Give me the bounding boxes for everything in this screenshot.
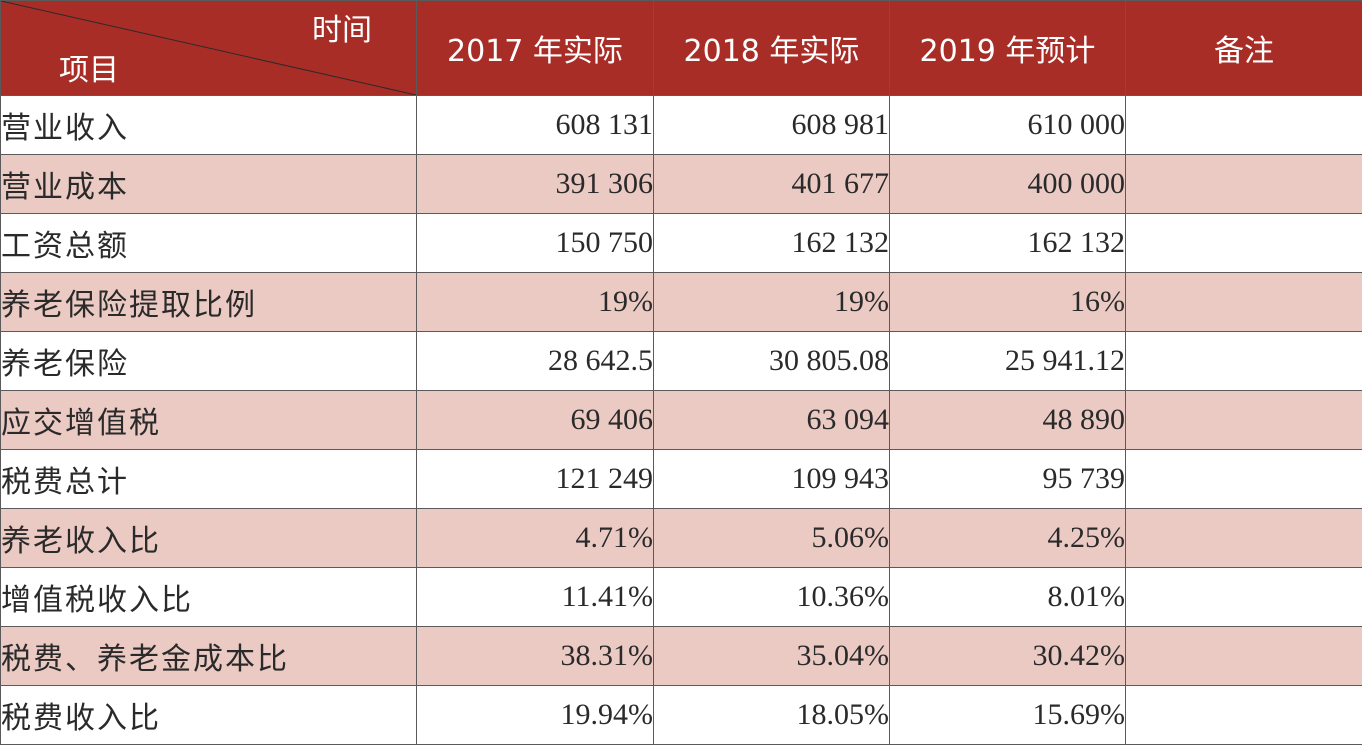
note-cell xyxy=(1125,567,1362,627)
row-label: 养老保险 xyxy=(0,331,417,391)
value-cell: 30.42% xyxy=(889,626,1126,686)
value-cell: 391 306 xyxy=(416,154,654,214)
note-cell xyxy=(1125,685,1362,745)
note-cell xyxy=(1125,95,1362,155)
value-cell: 63 094 xyxy=(653,390,890,450)
header-row: 时间 项目 2017 年实际 2018 年实际 2019 年预计 备注 xyxy=(0,0,1362,96)
row-label: 养老收入比 xyxy=(0,508,417,568)
row-label: 工资总额 xyxy=(0,213,417,273)
table-row: 养老保险提取比例 19% 19% 16% xyxy=(0,272,1362,332)
value-cell: 608 981 xyxy=(653,95,890,155)
value-cell: 610 000 xyxy=(889,95,1126,155)
row-label: 应交增值税 xyxy=(0,390,417,450)
table-row: 工资总额 150 750 162 132 162 132 xyxy=(0,213,1362,273)
value-cell: 608 131 xyxy=(416,95,654,155)
row-label: 税费、养老金成本比 xyxy=(0,626,417,686)
note-cell xyxy=(1125,449,1362,509)
value-cell: 109 943 xyxy=(653,449,890,509)
value-cell: 95 739 xyxy=(889,449,1126,509)
value-cell: 18.05% xyxy=(653,685,890,745)
value-cell: 30 805.08 xyxy=(653,331,890,391)
table-row: 养老收入比 4.71% 5.06% 4.25% xyxy=(0,508,1362,568)
value-cell: 4.71% xyxy=(416,508,654,568)
value-cell: 19% xyxy=(416,272,654,332)
value-cell: 10.36% xyxy=(653,567,890,627)
value-cell: 121 249 xyxy=(416,449,654,509)
table-row: 税费总计 121 249 109 943 95 739 xyxy=(0,449,1362,509)
value-cell: 19.94% xyxy=(416,685,654,745)
table-row: 税费收入比 19.94% 18.05% 15.69% xyxy=(0,685,1362,745)
row-label: 增值税收入比 xyxy=(0,567,417,627)
value-cell: 48 890 xyxy=(889,390,1126,450)
table-row: 税费、养老金成本比 38.31% 35.04% 30.42% xyxy=(0,626,1362,686)
value-cell: 4.25% xyxy=(889,508,1126,568)
value-cell: 401 677 xyxy=(653,154,890,214)
value-cell: 8.01% xyxy=(889,567,1126,627)
value-cell: 162 132 xyxy=(889,213,1126,273)
row-label: 税费收入比 xyxy=(0,685,417,745)
column-header: 备注 xyxy=(1125,0,1362,96)
row-label: 养老保险提取比例 xyxy=(0,272,417,332)
note-cell xyxy=(1125,331,1362,391)
value-cell: 16% xyxy=(889,272,1126,332)
value-cell: 400 000 xyxy=(889,154,1126,214)
value-cell: 69 406 xyxy=(416,390,654,450)
table-row: 养老保险 28 642.5 30 805.08 25 941.12 xyxy=(0,331,1362,391)
table-row: 营业成本 391 306 401 677 400 000 xyxy=(0,154,1362,214)
value-cell: 11.41% xyxy=(416,567,654,627)
row-label: 营业成本 xyxy=(0,154,417,214)
row-label: 营业收入 xyxy=(0,95,417,155)
value-cell: 25 941.12 xyxy=(889,331,1126,391)
value-cell: 28 642.5 xyxy=(416,331,654,391)
column-header: 2018 年实际 xyxy=(653,0,890,96)
table-row: 营业收入 608 131 608 981 610 000 xyxy=(0,95,1362,155)
value-cell: 38.31% xyxy=(416,626,654,686)
value-cell: 35.04% xyxy=(653,626,890,686)
note-cell xyxy=(1125,390,1362,450)
value-cell: 5.06% xyxy=(653,508,890,568)
corner-time-label: 时间 xyxy=(312,13,372,48)
value-cell: 150 750 xyxy=(416,213,654,273)
column-header: 2019 年预计 xyxy=(889,0,1126,96)
diagonal-divider xyxy=(1,1,416,95)
note-cell xyxy=(1125,154,1362,214)
table-row: 增值税收入比 11.41% 10.36% 8.01% xyxy=(0,567,1362,627)
note-cell xyxy=(1125,626,1362,686)
table-row: 应交增值税 69 406 63 094 48 890 xyxy=(0,390,1362,450)
corner-item-label: 项目 xyxy=(59,53,119,88)
value-cell: 162 132 xyxy=(653,213,890,273)
row-label: 税费总计 xyxy=(0,449,417,509)
note-cell xyxy=(1125,272,1362,332)
note-cell xyxy=(1125,213,1362,273)
note-cell xyxy=(1125,508,1362,568)
corner-header-cell: 时间 项目 xyxy=(0,0,417,96)
value-cell: 19% xyxy=(653,272,890,332)
value-cell: 15.69% xyxy=(889,685,1126,745)
column-header: 2017 年实际 xyxy=(416,0,654,96)
